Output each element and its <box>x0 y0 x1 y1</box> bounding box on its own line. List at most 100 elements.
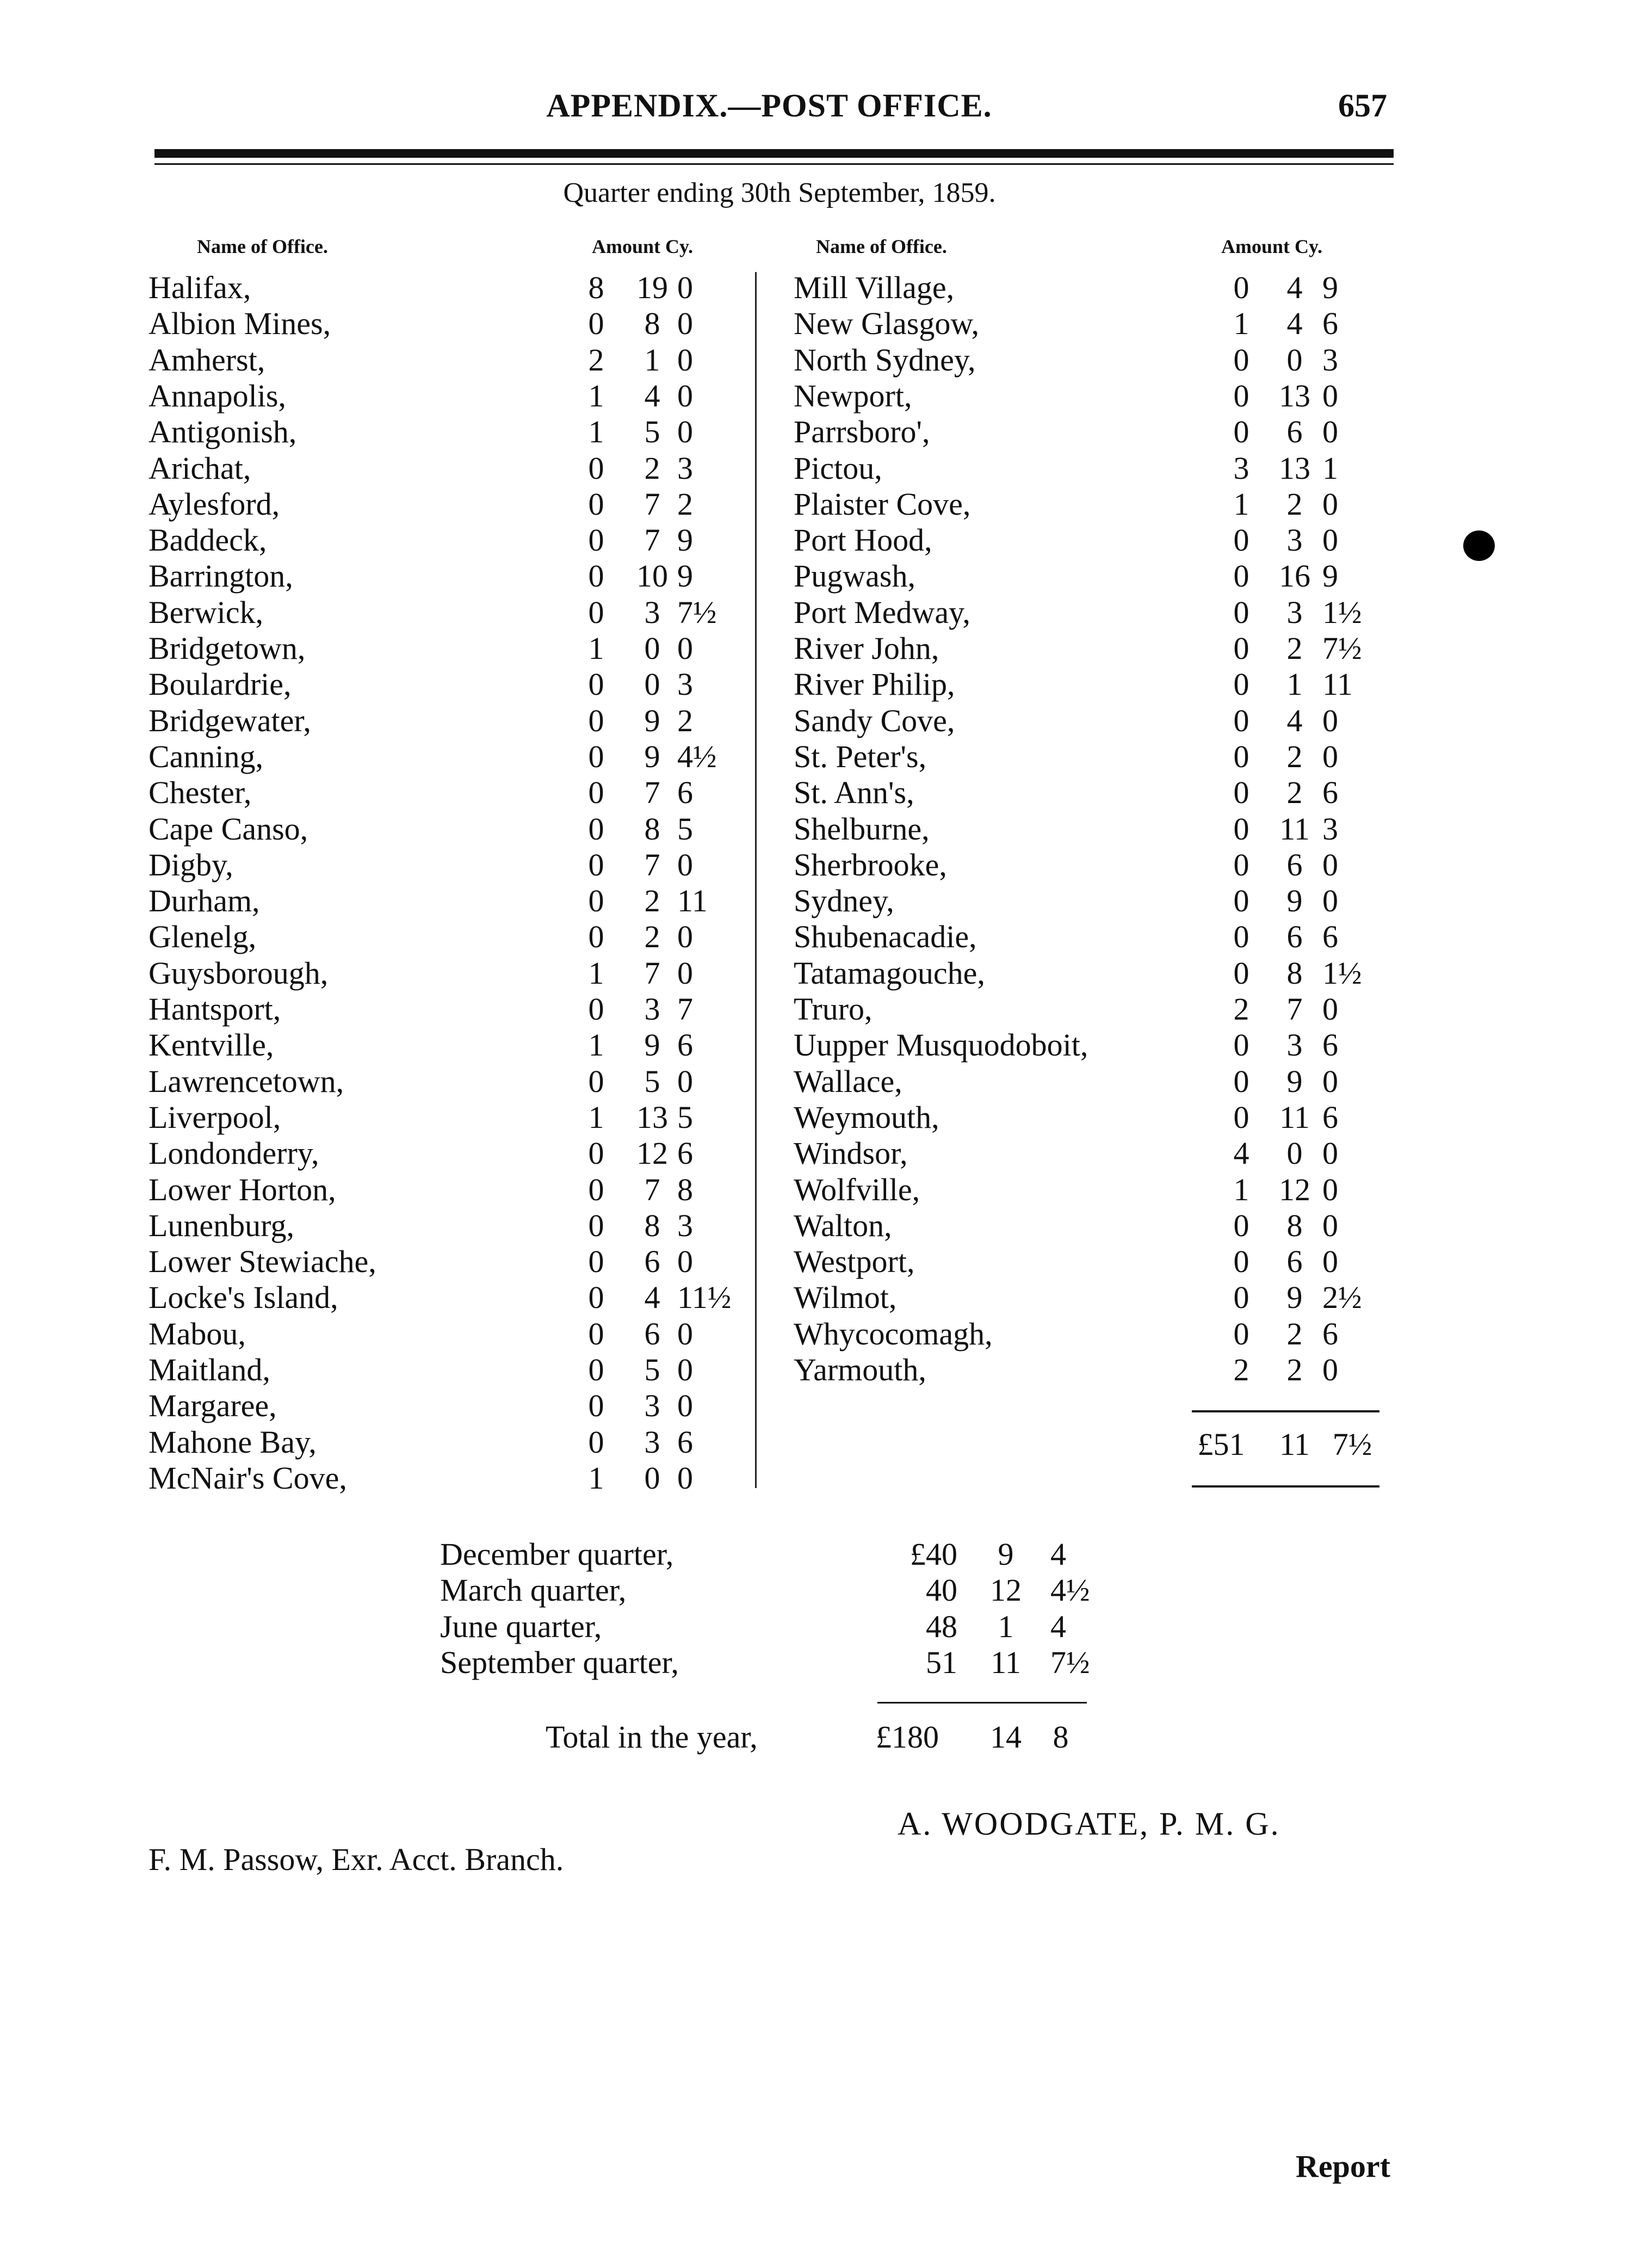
amount-pence: 0 <box>1322 378 1338 413</box>
table-row: Plaister Cove, 1 2 0 <box>0 486 1652 522</box>
amount-pence: 8 <box>677 1171 693 1207</box>
amount-shillings: 6 <box>1286 1244 1303 1280</box>
amount-pounds: 0 <box>588 883 604 919</box>
amount-shillings: 12 <box>1279 1171 1310 1207</box>
table-row: Guysborough, 1 7 0 <box>0 955 1652 991</box>
year-total-rule <box>877 1702 1087 1704</box>
amount-shillings: 4 <box>644 378 660 413</box>
amount-pence: 0 <box>677 306 693 342</box>
amount-shillings: 2 <box>1286 1316 1303 1351</box>
amount-pounds: 2 <box>1233 1352 1249 1387</box>
table-row: Antigonish, 1 5 0 <box>0 414 1652 450</box>
table-row: Port Medway, 0 3 1½ <box>0 595 1652 631</box>
amount-pence: 6 <box>1322 1027 1338 1063</box>
amount-pence: 0 <box>677 1460 693 1496</box>
office-name: Port Hood, <box>794 522 932 558</box>
office-name: Walton, <box>794 1207 892 1243</box>
amount-shillings: 6 <box>1286 414 1303 450</box>
amount-shillings: 7 <box>644 1171 660 1207</box>
amount-pence: 6 <box>1322 775 1338 811</box>
amount-shillings: 11 <box>1279 811 1310 847</box>
table-row: Kentville, 1 9 6 <box>0 1027 1652 1063</box>
table-row: Pugwash, 0 16 9 <box>0 558 1652 594</box>
amount-pence: 6 <box>677 1027 693 1063</box>
table-subtitle: Quarter ending 30th September, 1859. <box>563 177 996 208</box>
amount-pounds: 4 <box>1233 1135 1249 1171</box>
office-name: Shubenacadie, <box>794 919 977 955</box>
year-total-shillings: 14 <box>990 1719 1022 1755</box>
year-total-row: Total in the year, £180 14 8 <box>0 1719 1652 1755</box>
office-name: Baddeck, <box>149 522 267 558</box>
amount-pounds: 0 <box>588 558 604 594</box>
office-name: New Glasgow, <box>794 306 979 342</box>
amount-pence: 6 <box>1322 1099 1338 1135</box>
total-pence: 7½ <box>1332 1427 1372 1462</box>
amount-pence: 0 <box>677 414 693 450</box>
table-row: Port Hood, 0 3 0 <box>0 522 1652 558</box>
table-row: Barrington, 0 10 9 <box>0 558 1652 594</box>
office-name: Truro, <box>794 991 873 1027</box>
amount-shillings: 10 <box>636 558 668 594</box>
column-divider <box>755 272 757 1488</box>
amount-shillings: 4 <box>1286 306 1303 342</box>
office-name: St. Ann's, <box>794 775 914 811</box>
amount-pounds: 0 <box>588 919 604 955</box>
amount-pence: 0 <box>1322 522 1338 558</box>
amount-pence: 0 <box>1322 702 1338 738</box>
amount-shillings: 5 <box>644 414 660 450</box>
office-name: Lower Horton, <box>149 1171 336 1207</box>
right-name-header: Name of Office. <box>816 236 947 257</box>
amount-pence: 11 <box>1322 666 1353 702</box>
table-row: Mill Village, 0 4 9 <box>0 270 1652 306</box>
amount-shillings: 0 <box>1286 1135 1303 1171</box>
office-name: Cape Canso, <box>149 811 308 847</box>
table-row: St. Peter's, 0 2 0 <box>0 739 1652 775</box>
table-row: Digby, 0 7 0 <box>0 847 1652 883</box>
amount-pence: 9 <box>1322 558 1338 594</box>
amount-pence: 0 <box>1322 486 1338 522</box>
amount-pounds: 0 <box>588 1280 604 1316</box>
amount-pounds: 1 <box>1233 486 1249 522</box>
amount-pence: 0 <box>677 1244 693 1280</box>
table-row: Mahone Bay, 0 3 6 <box>0 1424 1652 1460</box>
office-name: Amherst, <box>149 342 265 378</box>
amount-pence: 11½ <box>677 1280 732 1316</box>
table-row: Uupper Musquodoboit, 0 3 6 <box>0 1027 1652 1063</box>
quarter-label: March quarter, <box>440 1572 627 1608</box>
quarter-row: March quarter, 40 12 4½ <box>0 1572 1652 1608</box>
amount-shillings: 7 <box>644 775 660 811</box>
amount-pence: 5 <box>677 811 693 847</box>
amount-pounds: 0 <box>1233 666 1249 702</box>
table-row: Mabou, 0 6 0 <box>0 1316 1652 1352</box>
table-row: Westport, 0 6 0 <box>0 1244 1652 1280</box>
amount-shillings: 13 <box>1279 378 1310 413</box>
amount-pounds: 0 <box>588 522 604 558</box>
office-name: Plaister Cove, <box>794 486 971 522</box>
table-row: Sydney, 0 9 0 <box>0 883 1652 919</box>
table-row: Newport, 0 13 0 <box>0 378 1652 414</box>
year-total-pounds: £180 <box>876 1719 939 1755</box>
amount-shillings: 2 <box>644 919 660 955</box>
office-name: Mabou, <box>149 1316 246 1351</box>
table-row: Liverpool, 1 13 5 <box>0 1100 1652 1135</box>
amount-shillings: 16 <box>1279 558 1310 594</box>
office-name: Bridgewater, <box>149 702 311 738</box>
office-name: McNair's Cove, <box>149 1460 347 1496</box>
office-name: Yarmouth, <box>794 1352 926 1387</box>
quarter-row: June quarter, 48 1 4 <box>0 1609 1652 1645</box>
amount-shillings: 2 <box>1286 631 1303 666</box>
table-row: New Glasgow, 1 4 6 <box>0 306 1652 342</box>
amount-pence: 2 <box>677 702 693 738</box>
amount-shillings: 2 <box>644 450 660 486</box>
office-name: Maitland, <box>149 1352 270 1387</box>
office-name: Westport, <box>794 1244 915 1280</box>
quarter-pence: 4 <box>1050 1536 1066 1572</box>
year-total-label: Total in the year, <box>546 1719 758 1755</box>
office-name: St. Peter's, <box>794 738 927 774</box>
quarter-pence: 4 <box>1050 1608 1066 1644</box>
table-row: Chester, 0 7 6 <box>0 775 1652 811</box>
amount-pounds: 0 <box>588 486 604 522</box>
office-name: Wallace, <box>794 1063 902 1099</box>
amount-pounds: 0 <box>588 594 604 630</box>
amount-pence: 0 <box>1322 1171 1338 1207</box>
